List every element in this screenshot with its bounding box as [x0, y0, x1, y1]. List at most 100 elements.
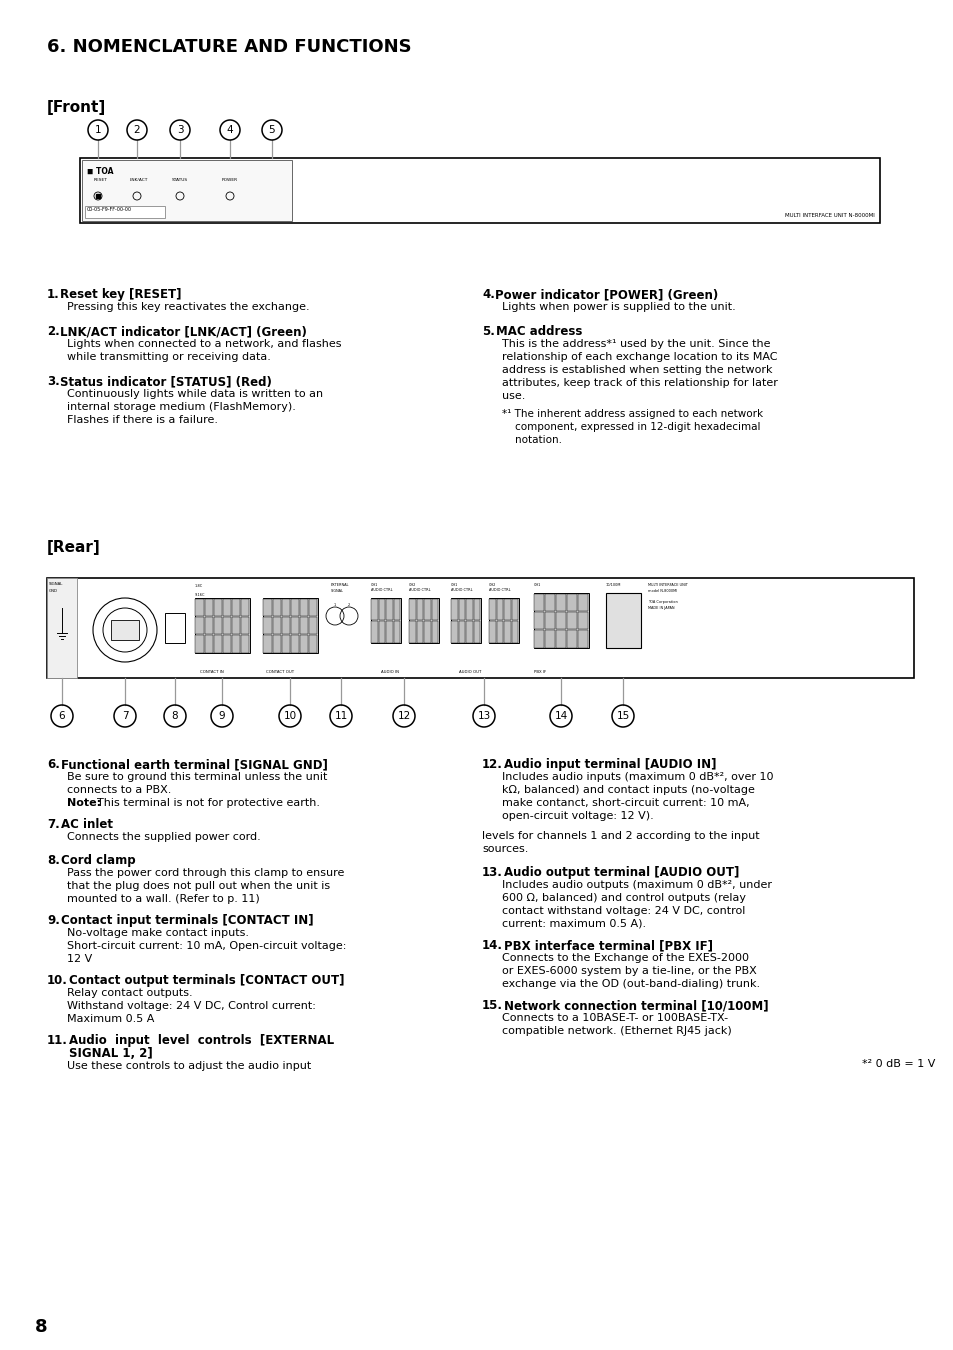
Text: 14.: 14. [481, 940, 502, 952]
Text: AUDIO CTRL: AUDIO CTRL [409, 589, 430, 593]
Text: CONTACT OUT: CONTACT OUT [266, 670, 294, 674]
Text: 15: 15 [616, 711, 629, 721]
Bar [291, 598, 299, 616]
Bar [451, 621, 457, 643]
Text: SIGNAL: SIGNAL [331, 589, 344, 593]
Bar [213, 617, 222, 634]
Text: ◼ TOA: ◼ TOA [87, 167, 113, 176]
Text: Network connection terminal [10/100M]: Network connection terminal [10/100M] [503, 999, 768, 1012]
Bar [432, 598, 438, 620]
Text: 1: 1 [94, 126, 101, 135]
Bar [451, 598, 457, 620]
Text: Short-circuit current: 10 mA, Open-circuit voltage:: Short-circuit current: 10 mA, Open-circu… [67, 941, 346, 950]
Bar [534, 593, 588, 648]
Text: Includes audio inputs (maximum 0 dB*², over 10: Includes audio inputs (maximum 0 dB*², o… [501, 772, 773, 782]
Bar [424, 621, 431, 643]
Text: POWER: POWER [222, 178, 238, 182]
Bar [578, 630, 588, 648]
Bar [504, 598, 511, 620]
Bar [263, 598, 272, 616]
Bar [394, 621, 400, 643]
Text: *¹ The inherent address assigned to each network: *¹ The inherent address assigned to each… [501, 409, 762, 418]
Bar [291, 634, 299, 652]
Text: mounted to a wall. (Refer to p. 11): mounted to a wall. (Refer to p. 11) [67, 894, 259, 904]
Text: use.: use. [501, 392, 525, 401]
Bar [534, 630, 544, 648]
Bar [232, 617, 240, 634]
Text: STATUS: STATUS [172, 178, 188, 182]
Text: [Rear]: [Rear] [47, 540, 101, 555]
Bar [291, 617, 299, 634]
Text: 15.: 15. [481, 999, 502, 1012]
Bar [378, 598, 385, 620]
Text: AUDIO IN: AUDIO IN [380, 670, 398, 674]
Text: TOA Corporation: TOA Corporation [647, 599, 677, 603]
Text: 6: 6 [59, 711, 65, 721]
Bar [80, 158, 879, 223]
Text: 600 Ω, balanced) and control outputs (relay: 600 Ω, balanced) and control outputs (re… [501, 892, 745, 903]
Bar [281, 634, 290, 652]
Text: CH2: CH2 [409, 583, 416, 587]
Bar [545, 630, 555, 648]
Text: 8: 8 [35, 1318, 48, 1336]
Bar [223, 617, 231, 634]
Bar [82, 161, 292, 221]
Text: connects to a PBX.: connects to a PBX. [67, 784, 172, 795]
Bar [281, 617, 290, 634]
Text: 7.: 7. [47, 818, 60, 832]
Text: model N-8000MI: model N-8000MI [647, 589, 677, 593]
Text: 5: 5 [269, 126, 275, 135]
Text: 10/100M: 10/100M [605, 583, 620, 587]
Bar [273, 617, 280, 634]
Text: Be sure to ground this terminal unless the unit: Be sure to ground this terminal unless t… [67, 772, 327, 782]
Text: MAC address: MAC address [496, 325, 581, 338]
Bar [241, 617, 250, 634]
Bar [556, 612, 566, 629]
Text: GND: GND [49, 589, 58, 593]
Bar [578, 612, 588, 629]
Text: 9-16C: 9-16C [194, 593, 205, 597]
Bar [232, 634, 240, 652]
Bar [504, 621, 511, 643]
Text: EXTERNAL: EXTERNAL [331, 583, 349, 587]
Bar [223, 634, 231, 652]
Text: AC inlet: AC inlet [61, 818, 112, 832]
Bar [241, 598, 250, 616]
Bar [300, 634, 308, 652]
Text: Pressing this key reactivates the exchange.: Pressing this key reactivates the exchan… [67, 302, 310, 312]
Text: Cord clamp: Cord clamp [61, 855, 135, 867]
Bar [205, 617, 213, 634]
Text: CH2: CH2 [489, 583, 496, 587]
Bar [512, 621, 518, 643]
Text: Maximum 0.5 A: Maximum 0.5 A [67, 1014, 154, 1025]
Text: SIGNAL: SIGNAL [49, 582, 63, 586]
Bar [47, 578, 913, 678]
Text: MULTI INTERFACE UNIT: MULTI INTERFACE UNIT [647, 583, 687, 587]
Text: Audio input terminal [AUDIO IN]: Audio input terminal [AUDIO IN] [503, 757, 716, 771]
Text: or EXES-6000 system by a tie-line, or the PBX: or EXES-6000 system by a tie-line, or th… [501, 967, 756, 976]
Bar [512, 598, 518, 620]
Bar [416, 598, 423, 620]
Text: CH1: CH1 [534, 583, 540, 587]
Text: 00-05-F9-FF-00-00: 00-05-F9-FF-00-00 [87, 207, 132, 212]
Bar [263, 617, 272, 634]
Bar [432, 621, 438, 643]
Text: Connects to a 10BASE-T- or 100BASE-TX-: Connects to a 10BASE-T- or 100BASE-TX- [501, 1012, 727, 1023]
Text: 13.: 13. [481, 865, 502, 879]
Bar [223, 598, 231, 616]
Bar [273, 634, 280, 652]
Bar [451, 598, 480, 643]
Text: Power indicator [POWER] (Green): Power indicator [POWER] (Green) [495, 288, 718, 301]
Text: 10.: 10. [47, 973, 68, 987]
Text: compatible network. (Ethernet RJ45 jack): compatible network. (Ethernet RJ45 jack) [501, 1026, 731, 1035]
Text: Lights when connected to a network, and flashes: Lights when connected to a network, and … [67, 339, 341, 350]
Bar [386, 621, 393, 643]
Text: 2: 2 [133, 126, 140, 135]
Bar [300, 617, 308, 634]
Text: 12: 12 [397, 711, 410, 721]
Text: 9.: 9. [47, 914, 60, 927]
Text: levels for channels 1 and 2 according to the input: levels for channels 1 and 2 according to… [481, 832, 759, 841]
Text: open-circuit voltage: 12 V).: open-circuit voltage: 12 V). [501, 811, 653, 821]
Text: Pass the power cord through this clamp to ensure: Pass the power cord through this clamp t… [67, 868, 344, 878]
Text: 4.: 4. [481, 288, 495, 301]
